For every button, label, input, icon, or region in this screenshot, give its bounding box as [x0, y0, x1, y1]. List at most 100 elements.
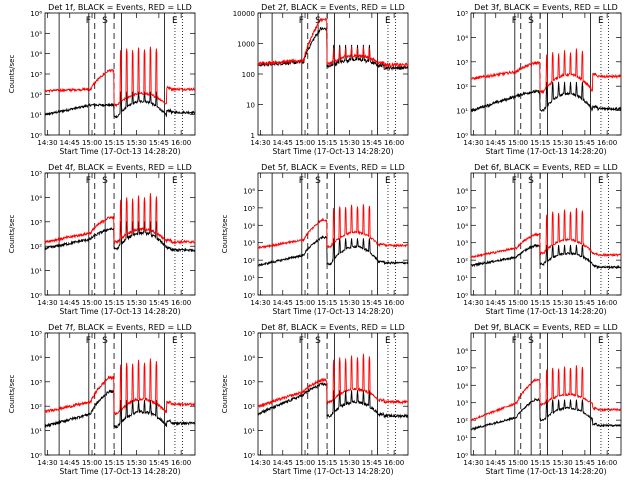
y-tick-label: 10⁴ — [456, 382, 468, 390]
x-tick-label: 14:30 — [463, 459, 483, 467]
y-tick-label: 10⁴ — [30, 354, 42, 362]
marker-label: F — [299, 336, 304, 346]
y-tick-label: 10⁴ — [456, 222, 468, 230]
x-tick-label: 15:45 — [149, 299, 169, 307]
y-tick-label: 10² — [243, 403, 255, 411]
y-axis-label: Counts/sec — [8, 55, 16, 94]
x-tick-label: 15:45 — [362, 299, 382, 307]
y-tick-label: 10⁵ — [243, 205, 255, 213]
x-tick-label: 15:15 — [530, 459, 550, 467]
x-axis-label: Start Time (17-Oct-13 14:28:20) — [485, 467, 606, 476]
panel-title: Det 2f, BLACK = Events, RED = LLD — [261, 3, 405, 12]
panel-title: Det 3f, BLACK = Events, RED = LLD — [474, 3, 618, 12]
plot-frame — [257, 332, 409, 456]
x-tick-label: 15:30 — [126, 139, 146, 147]
x-tick-label: 14:45 — [486, 299, 506, 307]
y-axis-label: Counts/sec — [221, 215, 229, 254]
x-tick-label: 15:30 — [339, 139, 359, 147]
marker-label: F — [512, 16, 517, 26]
y-tick-label: 1 — [251, 132, 255, 140]
y-tick-label: 10⁰ — [456, 452, 468, 460]
y-tick-label: 10⁴ — [30, 51, 42, 59]
x-tick-label: 16:00 — [171, 139, 191, 147]
x-tick-label: 15:00 — [82, 459, 102, 467]
y-tick-label: 10³ — [456, 240, 468, 248]
marker-label: S — [528, 176, 534, 186]
y-tick-label: 10¹ — [30, 268, 42, 276]
marker-label: S — [315, 176, 321, 186]
x-tick-label: 15:15 — [104, 459, 124, 467]
y-tick-label: 10⁰ — [456, 132, 468, 140]
y-tick-label: 10⁰ — [456, 292, 468, 300]
x-tick-label: 14:45 — [273, 139, 293, 147]
events-series-line — [470, 243, 622, 270]
x-tick-label: 15:00 — [82, 299, 102, 307]
y-tick-label: 10¹ — [30, 112, 42, 120]
x-tick-label: 15:15 — [317, 139, 337, 147]
y-tick-label: 10⁶ — [456, 347, 468, 355]
y-tick-label: 10¹ — [243, 428, 255, 436]
y-tick-label: 10¹ — [456, 435, 468, 443]
marker-label: S — [102, 176, 108, 186]
x-tick-label: 16:00 — [384, 139, 404, 147]
x-tick-label: 15:00 — [508, 139, 528, 147]
x-axis-label: Start Time (17-Oct-13 14:28:20) — [272, 307, 393, 316]
x-tick-label: 15:45 — [575, 459, 595, 467]
x-tick-label: 15:15 — [530, 299, 550, 307]
y-tick-label: 10² — [456, 417, 468, 425]
x-tick-label: 14:45 — [60, 299, 80, 307]
marker-label: F — [299, 176, 304, 186]
marker-label: S — [528, 336, 534, 346]
detector-panel-2: Det 2f, BLACK = Events, RED = LLD F S E 1 10 1… — [233, 3, 409, 156]
x-tick-label: 15:00 — [508, 299, 528, 307]
marker-label: S — [102, 336, 108, 346]
y-tick-label: 10⁵ — [243, 330, 255, 338]
panel-title: Det 9f, BLACK = Events, RED = LLD — [474, 323, 618, 332]
x-tick-label: 14:45 — [486, 459, 506, 467]
plot-frame — [44, 332, 196, 456]
lld-series-line — [257, 17, 409, 69]
panel-title: Det 1f, BLACK = Events, RED = LLD — [48, 3, 192, 12]
panel-title: Det 6f, BLACK = Events, RED = LLD — [474, 163, 618, 172]
y-tick-label: 10⁶ — [456, 187, 468, 195]
lld-series-line — [44, 358, 196, 416]
x-tick-label: 15:45 — [362, 459, 382, 467]
y-tick-label: 10² — [30, 91, 42, 99]
x-tick-label: 14:30 — [463, 299, 483, 307]
panel-title: Det 5f, BLACK = Events, RED = LLD — [261, 163, 405, 172]
marker-label: F — [86, 16, 91, 26]
x-tick-label: 14:30 — [37, 139, 57, 147]
y-tick-label: 10⁴ — [456, 34, 468, 42]
x-tick-label: 14:45 — [486, 139, 506, 147]
lld-series-line — [257, 204, 409, 250]
y-tick-label: 10¹ — [456, 108, 468, 116]
y-tick-label: 10⁶ — [30, 10, 42, 18]
x-tick-label: 14:30 — [463, 139, 483, 147]
y-axis-label: Counts/sec — [221, 375, 229, 414]
y-tick-label: 10⁴ — [243, 222, 255, 230]
lld-series-line — [257, 353, 409, 409]
x-tick-label: 15:30 — [339, 299, 359, 307]
marker-label: E — [172, 16, 178, 26]
y-tick-label: 10⁰ — [30, 452, 42, 460]
y-tick-label: 10⁵ — [30, 170, 42, 178]
marker-label: S — [315, 336, 321, 346]
x-tick-label: 14:45 — [273, 299, 293, 307]
marker-label: F — [86, 176, 91, 186]
lld-series-line — [44, 193, 196, 245]
y-tick-label: 10³ — [456, 400, 468, 408]
x-tick-label: 15:15 — [530, 139, 550, 147]
x-axis-label: Start Time (17-Oct-13 14:28:20) — [485, 307, 606, 316]
plot-frame — [470, 332, 622, 456]
events-series-line — [257, 381, 409, 420]
y-tick-label: 10⁶ — [243, 187, 255, 195]
y-tick-label: 10² — [30, 403, 42, 411]
x-tick-label: 14:30 — [37, 299, 57, 307]
events-series-line — [44, 389, 196, 430]
x-tick-label: 15:45 — [149, 139, 169, 147]
x-axis-label: Start Time (17-Oct-13 14:28:20) — [59, 467, 180, 476]
x-axis-label: Start Time (17-Oct-13 14:28:20) — [272, 467, 393, 476]
